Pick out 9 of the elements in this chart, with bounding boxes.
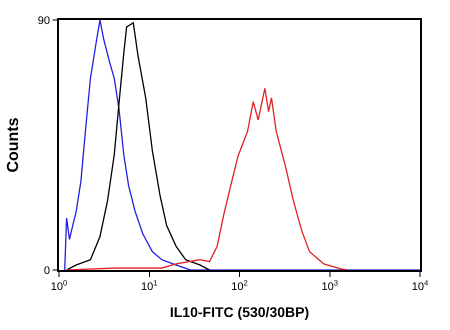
- y-axis-title: Counts: [5, 117, 22, 173]
- x-tick-label: 10$^{0}$: [50, 278, 68, 293]
- x-tick-label: 10$^{3}$: [321, 278, 338, 293]
- x-tick-label: 10$^{2}$: [231, 278, 248, 293]
- y-tick-label: 0: [44, 264, 50, 277]
- x-axis-title: IL10-FITC (530/30BP): [170, 304, 310, 320]
- x-tick-label: 10$^{1}$: [140, 278, 158, 293]
- y-tick-label: 90: [38, 14, 50, 27]
- x-tick-label: 10$^{4}$: [412, 278, 429, 293]
